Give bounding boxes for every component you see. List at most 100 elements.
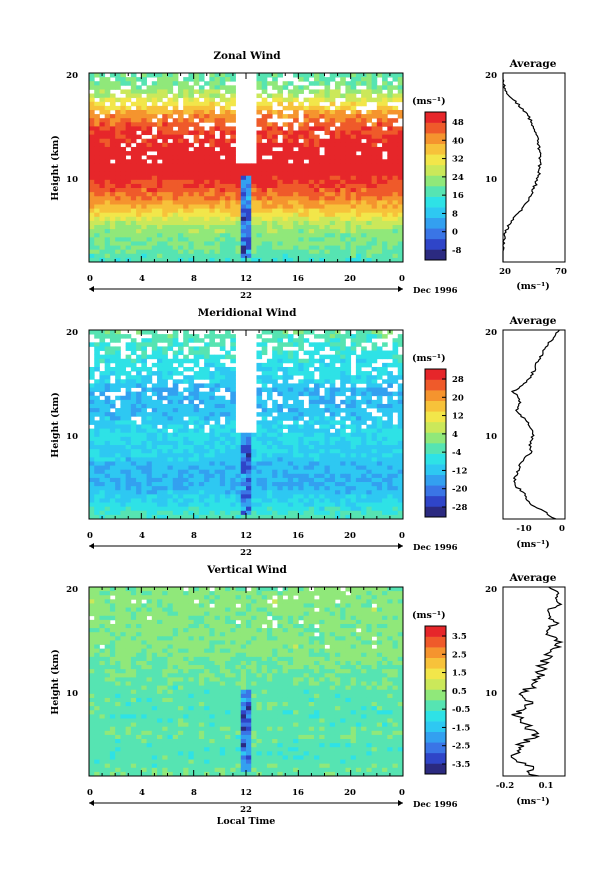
heatmap-cell — [382, 183, 388, 189]
heatmap-cell — [277, 408, 284, 413]
heatmap-cell — [319, 253, 325, 259]
heatmap-cell — [366, 89, 372, 94]
heatmap-cell — [94, 175, 100, 181]
heatmap-cell — [162, 453, 168, 458]
heatmap-cell — [319, 436, 325, 442]
heatmap-cell — [120, 175, 127, 181]
colorbar-swatch — [425, 495, 446, 507]
heatmap-cell — [382, 175, 388, 181]
heatmap-cell — [376, 151, 383, 156]
heatmap-cell — [94, 122, 100, 127]
heatmap-cell — [361, 101, 367, 107]
heatmap-cell — [157, 453, 163, 458]
heatmap-cell — [266, 212, 273, 218]
heatmap-cell — [120, 118, 127, 123]
colorbar-tick-label: 4 — [452, 430, 458, 440]
heatmap-cell — [125, 192, 132, 197]
heatmap-cell — [94, 233, 100, 238]
heatmap-cell — [246, 179, 252, 185]
heatmap-cell — [183, 212, 189, 218]
heatmap-cell — [397, 73, 404, 78]
heatmap-cell — [157, 97, 163, 103]
heatmap-cell — [371, 208, 378, 214]
heatmap-cell — [340, 362, 346, 368]
heatmap-cell — [141, 457, 147, 462]
heatmap-cell — [198, 109, 205, 115]
heatmap-cell — [172, 200, 179, 205]
heatmap-cell — [251, 253, 257, 259]
heatmap-cell — [209, 514, 215, 520]
heatmap-cell — [397, 229, 404, 234]
heatmap-cell — [193, 245, 200, 251]
heatmap-cell — [266, 204, 273, 209]
heatmap-cell — [104, 81, 111, 86]
heatmap-cell — [287, 138, 294, 144]
heatmap-cell — [99, 490, 106, 495]
heatmap-cell — [94, 494, 100, 499]
heatmap-cell — [240, 465, 247, 471]
heatmap-cell — [303, 482, 310, 487]
heatmap-cell — [89, 138, 95, 144]
heatmap-cell — [198, 383, 205, 388]
heatmap-cell — [89, 97, 95, 103]
heatmap-cell — [366, 241, 372, 246]
heatmap-cell — [345, 457, 352, 462]
heatmap-cell — [350, 445, 357, 450]
heatmap-cell — [397, 465, 404, 471]
heatmap-cell — [397, 383, 404, 388]
heatmap-cell — [109, 216, 116, 222]
heatmap-cell — [141, 225, 147, 230]
heatmap-cell — [261, 200, 268, 205]
heatmap-cell — [298, 387, 304, 393]
heatmap-cell — [371, 461, 378, 466]
heatmap-cell — [371, 183, 378, 189]
heatmap-cell — [376, 175, 383, 181]
heatmap-cell — [277, 424, 284, 430]
heatmap-cell — [371, 179, 378, 185]
heatmap-cell — [392, 73, 399, 78]
heatmap-cell — [350, 109, 357, 115]
heatmap-cell — [209, 81, 215, 86]
heatmap-cell — [392, 97, 399, 103]
heatmap-cell — [261, 408, 268, 413]
heatmap-cell — [387, 163, 393, 168]
heatmap-cell — [314, 159, 320, 164]
heatmap-cell — [246, 233, 252, 238]
heatmap-cell — [172, 469, 179, 475]
heatmap-cell — [109, 183, 116, 189]
heatmap-cell — [266, 362, 273, 368]
heatmap-cell — [246, 253, 252, 259]
heatmap-cell — [355, 477, 362, 483]
heatmap-cell — [387, 89, 393, 94]
heatmap-cell — [109, 366, 116, 372]
heatmap-cell — [272, 155, 278, 160]
heatmap-cell — [209, 175, 215, 181]
heatmap-cell — [183, 387, 189, 393]
heatmap-cell — [350, 229, 357, 234]
heatmap-cell — [376, 498, 383, 503]
heatmap-cell — [219, 412, 226, 417]
heatmap-cell — [277, 346, 284, 351]
heatmap-cell — [308, 179, 315, 185]
heatmap-cell — [293, 241, 299, 246]
heatmap-cell — [130, 436, 137, 442]
heatmap-cell — [125, 354, 132, 360]
heatmap-cell — [94, 432, 100, 438]
heatmap-cell — [104, 89, 111, 94]
heatmap-cell — [355, 171, 362, 177]
heatmap-cell — [214, 486, 221, 491]
colorbar-tick-label: 24 — [452, 173, 464, 183]
heatmap-cell — [136, 183, 142, 189]
heatmap-cell — [188, 445, 195, 450]
heatmap-cell — [146, 330, 153, 335]
heatmap-cell — [198, 175, 205, 181]
heatmap-cell — [157, 126, 163, 131]
heatmap-cell — [188, 403, 195, 409]
heatmap-cell — [214, 114, 221, 119]
heatmap-cell — [382, 171, 388, 177]
heatmap-cell — [89, 183, 95, 189]
heatmap-cell — [99, 208, 106, 214]
heatmap-cell — [371, 420, 378, 425]
heatmap-cell — [387, 183, 393, 189]
heatmap-cell — [371, 167, 378, 173]
